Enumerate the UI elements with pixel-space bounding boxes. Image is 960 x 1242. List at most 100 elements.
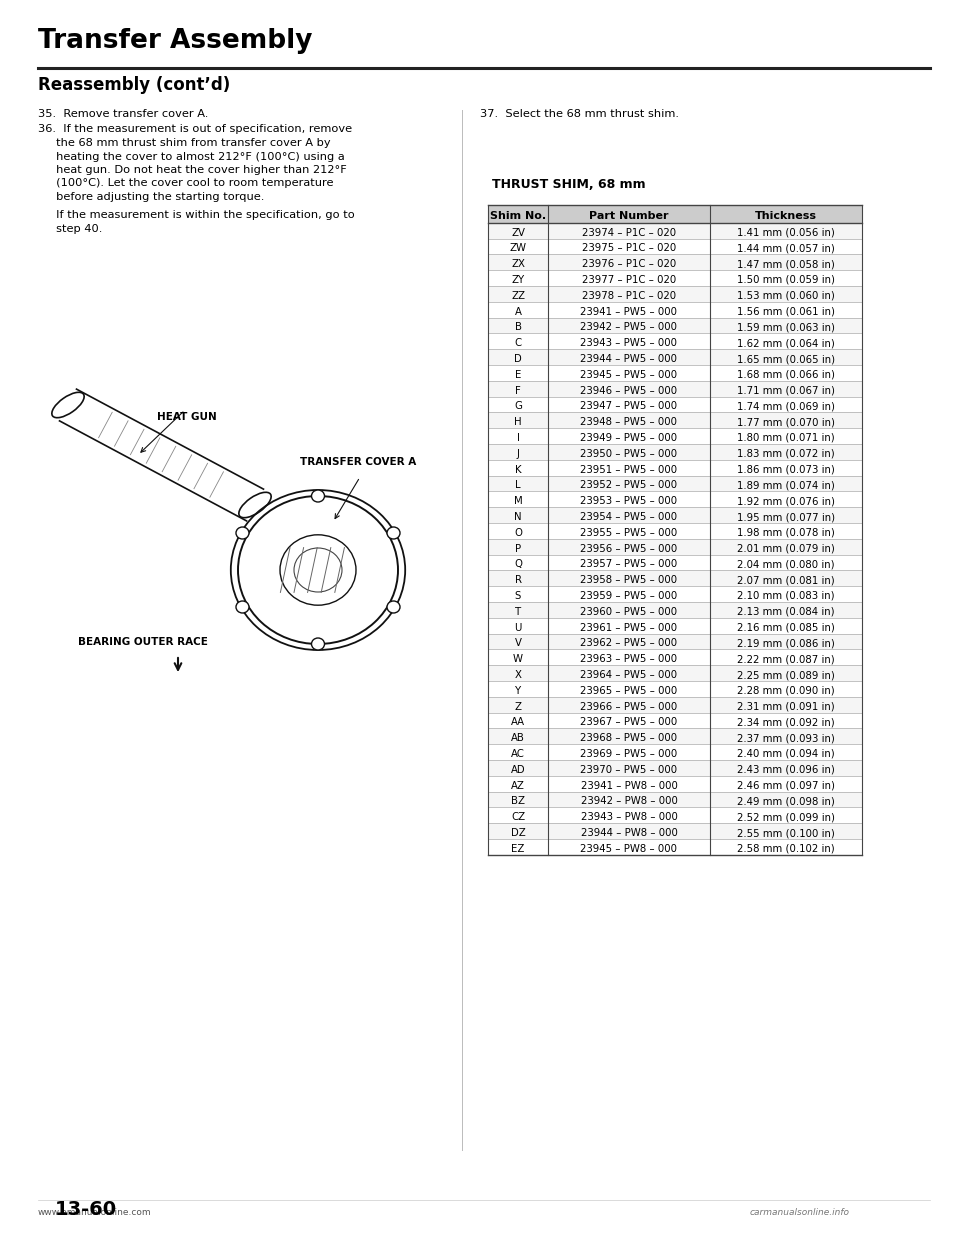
Text: 2.40 mm (0.094 in): 2.40 mm (0.094 in) <box>737 749 835 759</box>
Text: 2.52 mm (0.099 in): 2.52 mm (0.099 in) <box>737 812 835 822</box>
Bar <box>488 681 862 697</box>
Text: AA: AA <box>511 718 525 728</box>
Bar <box>488 840 862 854</box>
Text: 23969 – PW5 – 000: 23969 – PW5 – 000 <box>581 749 678 759</box>
Text: 2.22 mm (0.087 in): 2.22 mm (0.087 in) <box>737 655 835 664</box>
Bar <box>488 443 862 460</box>
Text: carmanualsonline.info: carmanualsonline.info <box>750 1208 850 1217</box>
Bar <box>488 333 862 349</box>
Text: S: S <box>515 591 521 601</box>
Text: before adjusting the starting torque.: before adjusting the starting torque. <box>38 193 264 202</box>
Text: Y: Y <box>515 686 521 696</box>
Text: Reassembly (cont’d): Reassembly (cont’d) <box>38 76 230 94</box>
Ellipse shape <box>236 527 249 539</box>
Text: 13-60: 13-60 <box>55 1200 117 1218</box>
Text: 23957 – PW5 – 000: 23957 – PW5 – 000 <box>581 559 678 569</box>
Text: 23967 – PW5 – 000: 23967 – PW5 – 000 <box>581 718 678 728</box>
Bar <box>488 539 862 555</box>
Text: 23977 – P1C – 020: 23977 – P1C – 020 <box>582 274 676 284</box>
Bar <box>488 776 862 791</box>
Bar <box>488 570 862 586</box>
Text: 36.  If the measurement is out of specification, remove: 36. If the measurement is out of specifi… <box>38 124 352 134</box>
Text: 1.44 mm (0.057 in): 1.44 mm (0.057 in) <box>737 243 835 253</box>
Bar <box>488 271 862 286</box>
Text: AZ: AZ <box>511 781 525 791</box>
Text: TRANSFER COVER A: TRANSFER COVER A <box>300 457 417 467</box>
Text: 2.31 mm (0.091 in): 2.31 mm (0.091 in) <box>737 702 835 712</box>
Text: D: D <box>515 354 522 364</box>
Text: 1.98 mm (0.078 in): 1.98 mm (0.078 in) <box>737 528 835 538</box>
Text: 2.55 mm (0.100 in): 2.55 mm (0.100 in) <box>737 828 835 838</box>
Text: ZW: ZW <box>510 243 526 253</box>
Text: 23961 – PW5 – 000: 23961 – PW5 – 000 <box>581 622 678 632</box>
Bar <box>488 492 862 507</box>
Text: 2.49 mm (0.098 in): 2.49 mm (0.098 in) <box>737 796 835 806</box>
Ellipse shape <box>311 491 324 502</box>
Text: N: N <box>515 512 522 522</box>
Text: 2.16 mm (0.085 in): 2.16 mm (0.085 in) <box>737 622 835 632</box>
Bar <box>488 205 862 222</box>
Text: BZ: BZ <box>511 796 525 806</box>
Text: 23956 – PW5 – 000: 23956 – PW5 – 000 <box>581 544 678 554</box>
Text: 23968 – PW5 – 000: 23968 – PW5 – 000 <box>581 733 678 743</box>
Text: (100°C). Let the cover cool to room temperature: (100°C). Let the cover cool to room temp… <box>38 179 333 189</box>
Bar <box>488 365 862 381</box>
Text: 2.34 mm (0.092 in): 2.34 mm (0.092 in) <box>737 718 835 728</box>
Bar <box>488 650 862 666</box>
Bar <box>488 713 862 728</box>
Bar <box>488 412 862 428</box>
Bar <box>488 791 862 807</box>
Text: 23974 – P1C – 020: 23974 – P1C – 020 <box>582 227 676 237</box>
Text: 1.74 mm (0.069 in): 1.74 mm (0.069 in) <box>737 401 835 411</box>
Text: P: P <box>515 544 521 554</box>
Text: 1.77 mm (0.070 in): 1.77 mm (0.070 in) <box>737 417 835 427</box>
Text: DZ: DZ <box>511 828 525 838</box>
Bar <box>488 666 862 681</box>
Bar <box>488 586 862 602</box>
Bar <box>488 697 862 713</box>
Text: 1.92 mm (0.076 in): 1.92 mm (0.076 in) <box>737 497 835 507</box>
Text: 1.59 mm (0.063 in): 1.59 mm (0.063 in) <box>737 323 835 333</box>
Bar <box>488 633 862 650</box>
Text: 2.46 mm (0.097 in): 2.46 mm (0.097 in) <box>737 781 835 791</box>
Bar <box>488 760 862 776</box>
Text: 23944 – PW8 – 000: 23944 – PW8 – 000 <box>581 828 678 838</box>
Text: 2.37 mm (0.093 in): 2.37 mm (0.093 in) <box>737 733 835 743</box>
Bar <box>488 222 862 238</box>
Bar <box>488 255 862 271</box>
Text: the 68 mm thrust shim from transfer cover A by: the 68 mm thrust shim from transfer cove… <box>38 138 330 148</box>
Text: K: K <box>515 465 521 474</box>
Ellipse shape <box>311 638 324 650</box>
Text: 23944 – PW5 – 000: 23944 – PW5 – 000 <box>581 354 678 364</box>
Text: Part Number: Part Number <box>589 211 669 221</box>
Bar <box>488 807 862 823</box>
Bar <box>488 507 862 523</box>
Text: step 40.: step 40. <box>38 224 103 233</box>
Bar <box>488 396 862 412</box>
Text: F: F <box>516 385 521 396</box>
Text: 2.01 mm (0.079 in): 2.01 mm (0.079 in) <box>737 544 835 554</box>
Text: E: E <box>515 370 521 380</box>
Text: H: H <box>515 417 522 427</box>
Text: 35.  Remove transfer cover A.: 35. Remove transfer cover A. <box>38 109 208 119</box>
Text: 1.62 mm (0.064 in): 1.62 mm (0.064 in) <box>737 338 835 348</box>
Text: Transfer Assembly: Transfer Assembly <box>38 29 313 53</box>
Text: U: U <box>515 622 521 632</box>
Text: 1.95 mm (0.077 in): 1.95 mm (0.077 in) <box>737 512 835 522</box>
Text: www.emanualonline.com: www.emanualonline.com <box>38 1208 152 1217</box>
Text: THRUST SHIM, 68 mm: THRUST SHIM, 68 mm <box>492 178 646 191</box>
Text: 2.13 mm (0.084 in): 2.13 mm (0.084 in) <box>737 607 835 617</box>
Ellipse shape <box>52 392 84 417</box>
Text: 23948 – PW5 – 000: 23948 – PW5 – 000 <box>581 417 678 427</box>
Text: 23965 – PW5 – 000: 23965 – PW5 – 000 <box>581 686 678 696</box>
Text: Thickness: Thickness <box>755 211 817 221</box>
Text: C: C <box>515 338 521 348</box>
Text: 23941 – PW8 – 000: 23941 – PW8 – 000 <box>581 781 678 791</box>
Text: 23962 – PW5 – 000: 23962 – PW5 – 000 <box>581 638 678 648</box>
Text: O: O <box>514 528 522 538</box>
Text: AB: AB <box>511 733 525 743</box>
Text: J: J <box>516 448 519 458</box>
Text: Shim No.: Shim No. <box>490 211 546 221</box>
Bar <box>488 617 862 633</box>
Bar <box>488 349 862 365</box>
